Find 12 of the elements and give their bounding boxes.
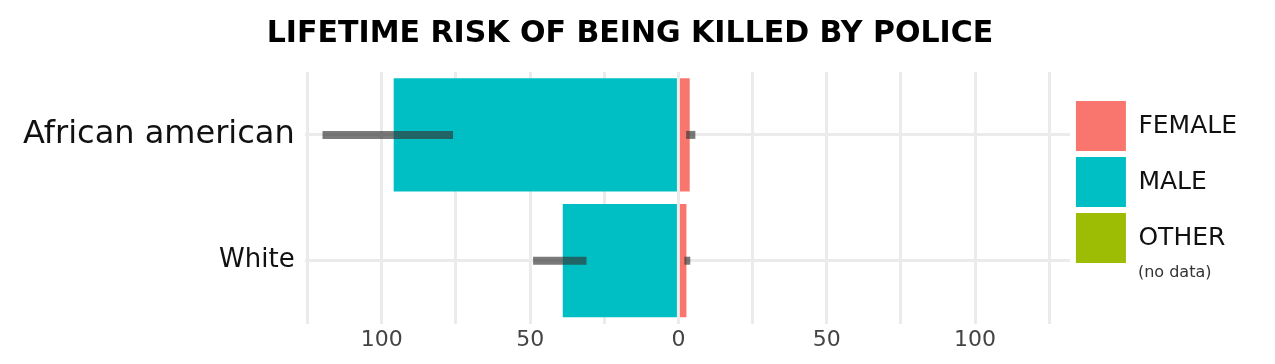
x-tick-label: 50 [516,325,545,351]
x-tick-label: 50 [812,325,841,351]
x-tick-label: 0 [671,325,686,351]
text: (no data) [1137,262,1212,282]
y-tick-label: White [219,243,295,274]
y-tick-label: African american [23,113,295,152]
x-tick-label: 100 [954,325,997,351]
legend-label: OTHER [1138,221,1226,251]
chart-title: LIFETIME RISK OF BEING KILLED BY POLICE [266,13,994,49]
legend-label: FEMALE [1138,109,1238,139]
legend-label: MALE [1138,165,1207,195]
x-tick-label: 100 [360,325,403,351]
